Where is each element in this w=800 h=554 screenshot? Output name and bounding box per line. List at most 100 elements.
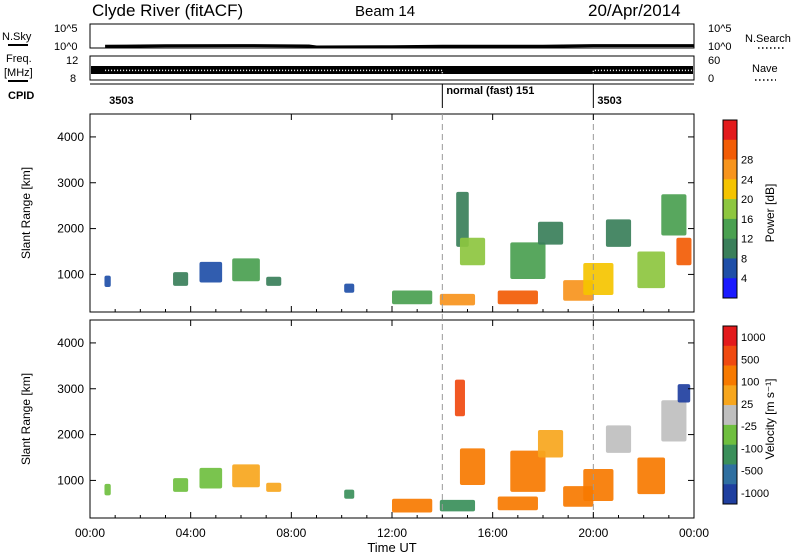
nsearch-tick-bottom: 10^0 <box>708 41 732 53</box>
velocity-ytick-label: 4000 <box>57 336 84 350</box>
velocity-echo-patch <box>497 496 538 511</box>
power-colorbar-tick-label: 24 <box>741 174 753 186</box>
velocity-ytick-label: 3000 <box>57 382 84 396</box>
power-echo-patch <box>199 261 223 283</box>
power-echo-patch <box>605 219 632 247</box>
velocity-echo-patch <box>439 499 476 512</box>
velocity-ylabel: Slant Range [km] <box>19 373 33 465</box>
power-colorbar-segment <box>723 120 737 141</box>
power-echo-patch <box>510 242 546 279</box>
power-echo-patch <box>266 276 282 286</box>
velocity-colorbar-tick-label: 100 <box>741 377 759 389</box>
freq-band <box>91 66 693 74</box>
time-tick-label: 08:00 <box>276 526 306 540</box>
power-echo-patch <box>104 275 111 288</box>
power-echo-patch <box>392 290 433 305</box>
time-axis-label: Time UT <box>367 540 416 554</box>
velocity-echo-patch <box>344 489 355 499</box>
velocity-echo-patch <box>232 464 260 488</box>
power-ytick-label: 4000 <box>57 130 84 144</box>
power-colorbar-segment <box>723 238 737 259</box>
freq-tick-top: 12 <box>66 55 78 67</box>
velocity-colorbar-segment <box>723 424 737 445</box>
site-title: Clyde River (fitACF) <box>92 1 243 20</box>
power-echo-patch <box>344 283 355 293</box>
nave-series-line <box>105 69 694 77</box>
velocity-echo-patch <box>173 478 189 492</box>
nsky-label: N.Sky <box>2 31 32 43</box>
nave-tick-bottom: 0 <box>708 73 714 85</box>
power-ytick-label: 2000 <box>57 222 84 236</box>
velocity-echo-patch <box>266 482 282 492</box>
cpid-segment-label: 3503 <box>109 95 133 107</box>
nsky-panel: N.Sky 10^5 10^0 10^5 10^0 N.Search <box>2 23 791 53</box>
power-colorbar-tick-label: 28 <box>741 155 753 167</box>
power-colorbar-frame <box>722 119 738 299</box>
freq-label: Freq. <box>6 53 32 65</box>
velocity-ytick-label: 1000 <box>57 473 84 487</box>
freq-panel: Freq. [MHz] 12 8 60 0 Nave <box>4 53 778 85</box>
cpid-panel: CPID 3503 normal (fast) 151 3503 <box>8 83 694 108</box>
time-tick-label: 16:00 <box>478 526 508 540</box>
velocity-colorbar-segment <box>723 326 737 347</box>
nsky-series-line <box>105 44 694 49</box>
velocity-colorbar-tick-label: 500 <box>741 354 759 366</box>
power-echo-patch <box>637 251 666 289</box>
velocity-echo-patch <box>459 448 486 485</box>
time-tick-label: 12:00 <box>377 526 407 540</box>
freq-tick-bottom: 8 <box>70 73 76 85</box>
power-panel: 1000 2000 3000 4000 Slant Range [km] 4 8 12 16… <box>19 113 777 313</box>
time-tick-label: 00:00 <box>679 526 709 540</box>
velocity-echo-patch <box>199 467 223 489</box>
velocity-colorbar-tick-label: 25 <box>741 399 753 411</box>
velocity-colorbar-segment <box>723 444 737 465</box>
power-colorbar-segment <box>723 199 737 220</box>
cpid-segment-label: normal (fast) 151 <box>446 85 534 97</box>
nave-tick-top: 60 <box>708 55 720 67</box>
power-echo-patch <box>173 272 189 286</box>
power-echo-patch <box>232 258 260 282</box>
power-colorbar-tick-label: 12 <box>741 234 753 246</box>
power-echo-patch <box>676 237 692 266</box>
power-echo-patch <box>583 262 614 296</box>
nsky-tick-top: 10^5 <box>54 23 78 35</box>
velocity-colorbar-frame <box>722 325 738 505</box>
velocity-echo-patch <box>605 425 632 453</box>
velocity-colorbar-segment <box>723 464 737 485</box>
power-colorbar-segment <box>723 159 737 180</box>
power-echo-patch <box>537 221 564 245</box>
velocity-ytick-label: 2000 <box>57 428 84 442</box>
time-tick-label: 00:00 <box>75 526 105 540</box>
power-cbar-label: Power [dB] <box>763 184 777 243</box>
velocity-echo-patch <box>661 400 687 442</box>
beam-title: Beam 14 <box>355 3 415 20</box>
power-colorbar-segment <box>723 179 737 200</box>
cpid-label: CPID <box>8 90 34 102</box>
power-colorbar-tick-label: 16 <box>741 214 753 226</box>
velocity-echo-patch <box>677 384 691 403</box>
date-title: 20/Apr/2014 <box>588 1 681 20</box>
power-colorbar-tick-label: 8 <box>741 253 747 265</box>
velocity-echo-patch <box>537 430 564 458</box>
velocity-cbar-label: Velocity [m s⁻¹] <box>763 378 777 459</box>
power-colorbar-segment <box>723 218 737 239</box>
power-ylabel: Slant Range [km] <box>19 167 33 259</box>
nsearch-label: N.Search <box>745 33 791 45</box>
power-ytick-label: 1000 <box>57 267 84 281</box>
velocity-colorbar-tick-label: 1000 <box>741 332 765 344</box>
velocity-echo-patch <box>392 498 433 513</box>
velocity-colorbar-tick-label: -100 <box>741 443 763 455</box>
velocity-colorbar-segment <box>723 385 737 406</box>
velocity-panel: 1000 2000 3000 4000 Slant Range [km] 1000 50… <box>19 319 777 519</box>
freq-unit: [MHz] <box>4 67 33 79</box>
velocity-echo-patch <box>637 457 666 495</box>
velocity-echo-patch <box>454 379 465 417</box>
nsky-tick-bottom: 10^0 <box>54 41 78 53</box>
power-colorbar-tick-label: 4 <box>741 273 747 285</box>
power-colorbar-segment <box>723 258 737 279</box>
velocity-echo-patch <box>583 468 614 502</box>
nave-label: Nave <box>752 63 778 75</box>
velocity-colorbar-segment <box>723 484 737 505</box>
cpid-segment-label: 3503 <box>597 95 621 107</box>
